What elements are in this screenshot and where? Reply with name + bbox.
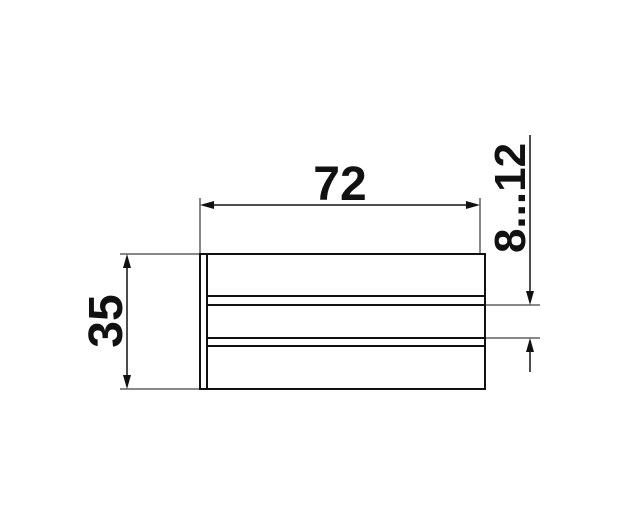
height-arrow-bottom bbox=[123, 375, 131, 389]
height-arrow-top bbox=[123, 254, 131, 268]
height-dimension-label: 35 bbox=[80, 294, 133, 347]
groove-arrow-top bbox=[526, 291, 534, 305]
groove-arrow-bottom bbox=[526, 338, 534, 352]
width-arrow-right bbox=[466, 201, 480, 209]
end-cap bbox=[199, 253, 208, 390]
profile-part bbox=[199, 253, 486, 390]
extension-lines bbox=[120, 198, 540, 390]
dimension-width: 72 bbox=[200, 158, 480, 211]
profile-body bbox=[206, 253, 486, 390]
width-arrow-left bbox=[200, 201, 214, 209]
dimension-groove: 8...12 bbox=[486, 135, 535, 372]
dimension-height: 35 bbox=[80, 254, 133, 389]
groove-range-label: 8...12 bbox=[486, 143, 535, 253]
width-dimension-label: 72 bbox=[313, 158, 366, 211]
